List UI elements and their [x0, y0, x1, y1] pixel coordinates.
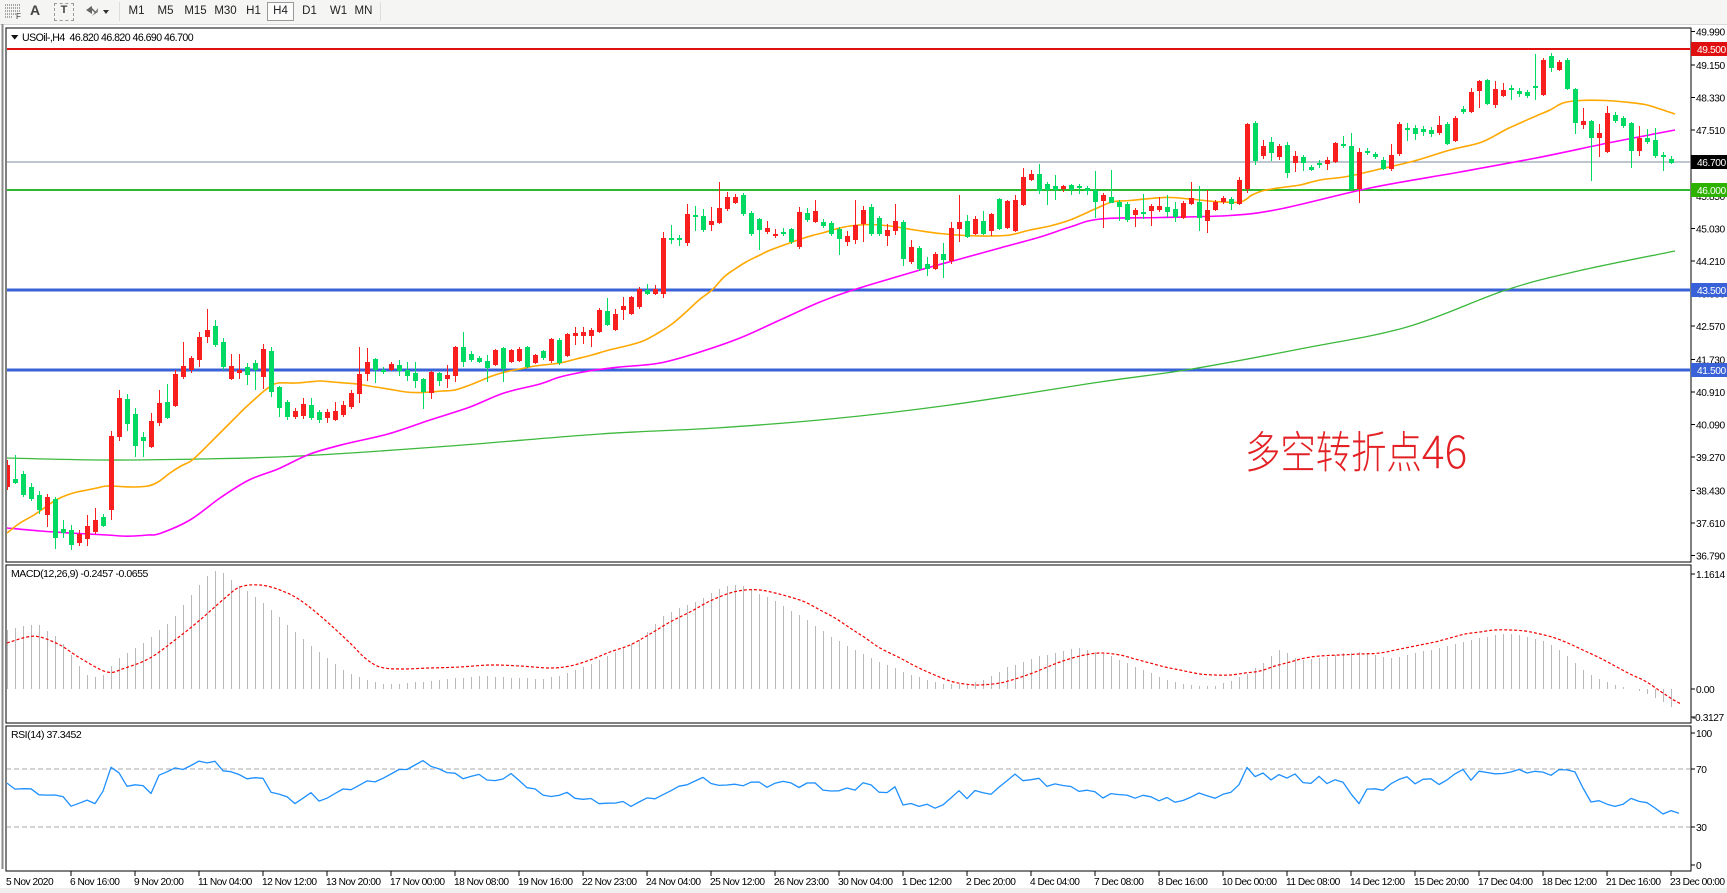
svg-text:0: 0 — [1696, 861, 1702, 872]
svg-text:36.790: 36.790 — [1696, 551, 1725, 562]
svg-text:F: F — [16, 12, 21, 20]
svg-text:1.1614: 1.1614 — [1696, 570, 1725, 581]
svg-text:30 Nov 04:00: 30 Nov 04:00 — [838, 877, 893, 888]
svg-text:-0.3127: -0.3127 — [1692, 713, 1724, 724]
svg-text:USOil-,H4 46.820 46.820 46.69: USOil-,H4 46.820 46.820 46.690 46.700 — [22, 32, 194, 44]
svg-text:0.00: 0.00 — [1696, 685, 1715, 696]
svg-text:47.510: 47.510 — [1696, 126, 1725, 137]
svg-text:17 Dec 04:00: 17 Dec 04:00 — [1478, 877, 1533, 888]
svg-text:8 Dec 16:00: 8 Dec 16:00 — [1158, 877, 1208, 888]
svg-text:41.500: 41.500 — [1697, 366, 1726, 377]
svg-text:13 Nov 20:00: 13 Nov 20:00 — [326, 877, 381, 888]
svg-text:19 Nov 16:00: 19 Nov 16:00 — [518, 877, 573, 888]
svg-text:49.990: 49.990 — [1696, 28, 1725, 39]
svg-text:5 Nov 2020: 5 Nov 2020 — [6, 877, 54, 888]
svg-text:38.430: 38.430 — [1696, 486, 1725, 497]
svg-text:40.090: 40.090 — [1696, 421, 1725, 432]
svg-text:14 Dec 12:00: 14 Dec 12:00 — [1350, 877, 1405, 888]
svg-text:46.000: 46.000 — [1697, 186, 1726, 197]
svg-text:43.500: 43.500 — [1697, 286, 1726, 297]
svg-text:48.330: 48.330 — [1696, 94, 1725, 105]
svg-text:18 Nov 08:00: 18 Nov 08:00 — [454, 877, 509, 888]
svg-text:42.570: 42.570 — [1696, 322, 1725, 333]
svg-text:4 Dec 04:00: 4 Dec 04:00 — [1030, 877, 1080, 888]
svg-text:37.610: 37.610 — [1696, 519, 1725, 530]
svg-text:RSI(14) 37.3452: RSI(14) 37.3452 — [11, 729, 82, 741]
svg-text:22 Nov 23:00: 22 Nov 23:00 — [582, 877, 637, 888]
svg-text:21 Dec 16:00: 21 Dec 16:00 — [1606, 877, 1661, 888]
svg-text:11 Dec 08:00: 11 Dec 08:00 — [1286, 877, 1341, 888]
svg-text:6 Nov 16:00: 6 Nov 16:00 — [70, 877, 120, 888]
svg-text:25 Nov 12:00: 25 Nov 12:00 — [710, 877, 765, 888]
svg-text:17 Nov 00:00: 17 Nov 00:00 — [390, 877, 445, 888]
svg-text:23 Dec 00:00: 23 Dec 00:00 — [1670, 877, 1725, 888]
svg-text:41.730: 41.730 — [1696, 355, 1725, 366]
svg-text:9 Nov 20:00: 9 Nov 20:00 — [134, 877, 184, 888]
svg-text:44.210: 44.210 — [1696, 257, 1725, 268]
svg-text:40.910: 40.910 — [1696, 388, 1725, 399]
svg-text:MACD(12,26,9) -0.2457 -0.0655: MACD(12,26,9) -0.2457 -0.0655 — [11, 568, 149, 580]
svg-text:18 Dec 12:00: 18 Dec 12:00 — [1542, 877, 1597, 888]
svg-text:1 Dec 12:00: 1 Dec 12:00 — [902, 877, 952, 888]
svg-text:100: 100 — [1696, 729, 1713, 740]
svg-text:24 Nov 04:00: 24 Nov 04:00 — [646, 877, 701, 888]
svg-text:49.150: 49.150 — [1696, 61, 1725, 72]
svg-text:30: 30 — [1696, 823, 1707, 834]
svg-text:70: 70 — [1696, 765, 1707, 776]
svg-text:39.270: 39.270 — [1696, 453, 1725, 464]
svg-text:10 Dec 00:00: 10 Dec 00:00 — [1222, 877, 1277, 888]
svg-text:49.500: 49.500 — [1697, 45, 1726, 56]
svg-text:7 Dec 08:00: 7 Dec 08:00 — [1094, 877, 1144, 888]
svg-text:46.700: 46.700 — [1697, 158, 1726, 169]
svg-text:11 Nov 04:00: 11 Nov 04:00 — [198, 877, 253, 888]
svg-text:12 Nov 12:00: 12 Nov 12:00 — [262, 877, 317, 888]
svg-text:45.030: 45.030 — [1696, 224, 1725, 235]
svg-text:2 Dec 20:00: 2 Dec 20:00 — [966, 877, 1016, 888]
svg-text:15 Dec 20:00: 15 Dec 20:00 — [1414, 877, 1469, 888]
svg-text:45.850: 45.850 — [1696, 192, 1725, 203]
svg-text:26 Nov 23:00: 26 Nov 23:00 — [774, 877, 829, 888]
